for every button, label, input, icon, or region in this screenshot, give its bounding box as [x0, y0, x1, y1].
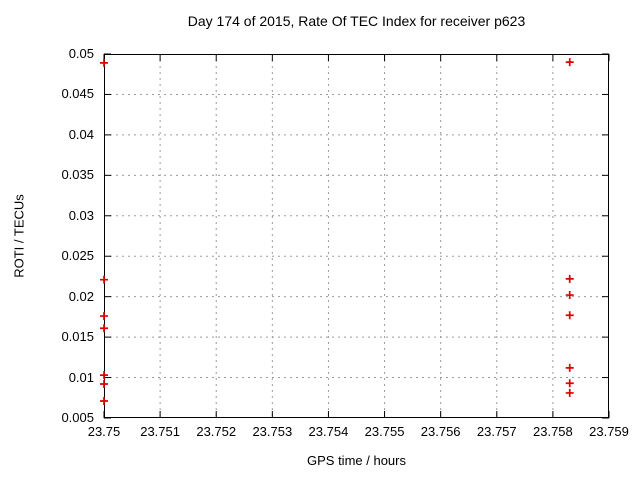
chart-title: Day 174 of 2015, Rate Of TEC Index for r…	[187, 13, 526, 29]
y-tick-label: 0.03	[68, 207, 94, 223]
x-tick-label: 23.758	[532, 424, 573, 439]
data-point-marker	[100, 58, 108, 67]
x-tick-label: 23.75	[87, 424, 121, 439]
y-tick-label: 0.01	[68, 369, 94, 385]
data-point-marker	[565, 388, 574, 397]
data-point-marker	[565, 311, 574, 320]
y-tick-label: 0.05	[68, 46, 94, 61]
y-axis-label: ROTI / TECUs	[11, 194, 27, 278]
y-tick-label: 0.02	[68, 288, 94, 304]
data-point-marker	[100, 275, 108, 284]
data-point-marker	[565, 363, 574, 372]
data-point-marker	[565, 274, 574, 283]
x-tick-label: 23.759	[589, 424, 629, 439]
y-tick-label: 0.04	[68, 126, 94, 142]
data-point-marker	[100, 312, 108, 321]
x-tick-label: 23.755	[364, 424, 405, 439]
data-point-marker	[565, 58, 574, 67]
x-tick-label: 23.752	[196, 424, 237, 439]
data-point-marker	[100, 324, 108, 333]
y-tick-label: 0.035	[61, 167, 94, 183]
y-tick-label: 0.005	[61, 410, 94, 425]
y-tick-label: 0.025	[61, 248, 94, 264]
plot-border	[104, 54, 609, 418]
data-point-marker	[100, 397, 108, 406]
data-point-marker	[565, 291, 574, 300]
x-tick-label: 23.751	[140, 424, 180, 439]
plot-svg	[100, 53, 610, 419]
plot-area	[100, 53, 610, 419]
x-axis-label: GPS time / hours	[307, 453, 406, 468]
data-point-marker	[100, 371, 108, 380]
y-tick-label: 0.045	[61, 86, 94, 102]
x-tick-label: 23.756	[420, 424, 461, 439]
data-point-marker	[565, 379, 574, 388]
data-point-marker	[100, 380, 108, 389]
x-tick-label: 23.754	[308, 424, 349, 439]
y-tick-label: 0.015	[61, 329, 94, 345]
x-tick-label: 23.757	[476, 424, 517, 439]
x-tick-label: 23.753	[252, 424, 293, 439]
